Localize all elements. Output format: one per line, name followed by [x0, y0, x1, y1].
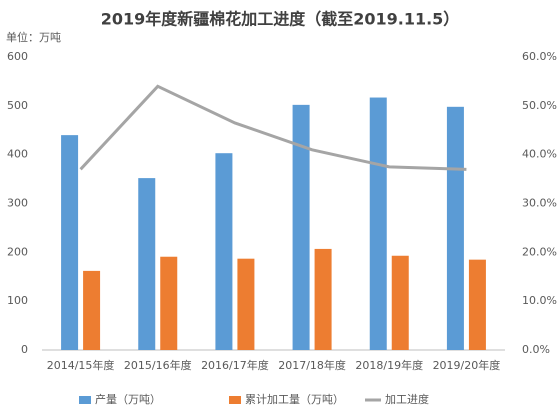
- bar: [83, 270, 101, 350]
- legend-label: 加工进度: [385, 392, 429, 406]
- bar: [237, 258, 255, 350]
- legend-swatch: [79, 396, 91, 404]
- y2-tick-label: 40.0%: [522, 148, 557, 161]
- y-tick-label: 0: [21, 343, 28, 356]
- bar: [468, 259, 486, 350]
- y2-tick-label: 10.0%: [522, 294, 557, 307]
- bar: [446, 106, 464, 350]
- legend-label: 产量（万吨）: [95, 392, 161, 406]
- y-tick-label: 600: [7, 50, 28, 63]
- y-tick-label: 300: [7, 197, 28, 210]
- bar: [292, 104, 310, 351]
- y2-tick-label: 50.0%: [522, 99, 557, 112]
- legend-label: 累计加工量（万吨）: [245, 393, 344, 406]
- chart-title: 2019年度新疆棉花加工进度（截至2019.11.5）: [101, 10, 460, 29]
- y-tick-label: 500: [7, 99, 28, 112]
- x-tick-label: 2016/17年度: [201, 358, 269, 372]
- bar: [314, 248, 332, 350]
- bar: [160, 256, 178, 350]
- y2-tick-label: 60.0%: [522, 50, 557, 63]
- unit-label: 单位：万吨: [6, 30, 61, 44]
- y2-tick-label: 0.0%: [522, 343, 550, 356]
- x-tick-label: 2015/16年度: [124, 358, 192, 372]
- bar: [369, 97, 387, 350]
- bar: [61, 135, 79, 350]
- y-tick-label: 100: [7, 294, 28, 307]
- line: [79, 84, 467, 171]
- x-tick-label: 2018/19年度: [355, 358, 423, 372]
- x-tick-label: 2017/18年度: [278, 358, 346, 372]
- y-tick-label: 200: [7, 245, 28, 258]
- x-tick-label: 2014/15年度: [47, 358, 115, 372]
- x-tick-label: 2019/20年度: [433, 358, 501, 372]
- y2-tick-label: 30.0%: [522, 197, 557, 210]
- bar: [391, 255, 409, 350]
- legend-swatch: [229, 396, 241, 404]
- y2-tick-label: 20.0%: [522, 245, 557, 258]
- bar: [215, 153, 233, 350]
- y-tick-label: 400: [7, 148, 28, 161]
- bar: [138, 178, 156, 350]
